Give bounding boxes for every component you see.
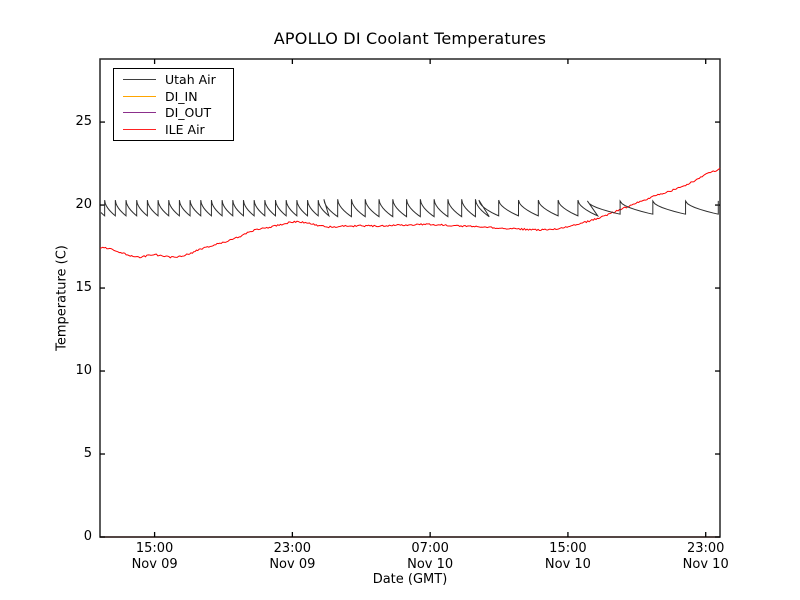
legend-label: ILE Air (165, 122, 205, 138)
x-tick-label: 23:00 Nov 09 (269, 541, 315, 573)
x-tick-label: 15:00 Nov 09 (132, 541, 178, 573)
legend-line-sample-utah-air (123, 78, 156, 80)
y-tick-label: 0 (83, 529, 92, 544)
x-tick-time: 15:00 (135, 541, 174, 556)
x-tick-time: 15:00 (549, 541, 587, 556)
legend-line-sample-ile-air (123, 129, 156, 131)
y-tick-label: 5 (83, 446, 92, 461)
x-tick-date: Nov 09 (269, 557, 316, 572)
legend-line-sample-di-in (123, 95, 156, 97)
x-tick-label: 07:00 Nov 10 (407, 541, 453, 573)
y-tick-label: 15 (75, 280, 92, 296)
x-tick-time: 23:00 (273, 541, 312, 556)
x-axis-label: Date (GMT) (372, 572, 448, 587)
x-tick-label: 23:00 Nov 10 (683, 541, 729, 573)
legend-item-ile-air: ILE Air (114, 122, 233, 137)
legend-item-di-out: DI_OUT (114, 105, 233, 120)
legend-line-sample-di-out (123, 112, 156, 114)
x-tick-date: Nov 09 (131, 557, 178, 572)
x-tick-date: Nov 10 (407, 557, 454, 572)
legend-item-utah-air: Utah Air (114, 72, 233, 87)
legend-label: Utah Air (165, 71, 216, 87)
legend-item-di-in: DI_IN (114, 89, 233, 104)
legend-label: DI_OUT (165, 105, 212, 121)
x-tick-time: 23:00 (686, 541, 725, 556)
y-tick-label: 20 (75, 197, 92, 213)
y-tick-label: 10 (75, 363, 92, 379)
y-tick-label: 25 (75, 114, 92, 130)
legend-label: DI_IN (165, 88, 198, 104)
x-tick-time: 07:00 (411, 541, 449, 556)
x-tick-date: Nov 10 (682, 557, 729, 572)
axes-frame (99, 58, 721, 538)
x-tick-label: 15:00 Nov 10 (545, 541, 591, 573)
chart-title: APOLLO DI Coolant Temperatures (273, 29, 547, 48)
x-tick-date: Nov 10 (544, 557, 591, 572)
y-axis-label: Temperature (C) (54, 245, 70, 351)
series-ile-air-line (99, 167, 721, 259)
legend: Utah Air DI_IN DI_OUT ILE Air (113, 68, 234, 141)
series-utah-air-line (100, 199, 719, 218)
